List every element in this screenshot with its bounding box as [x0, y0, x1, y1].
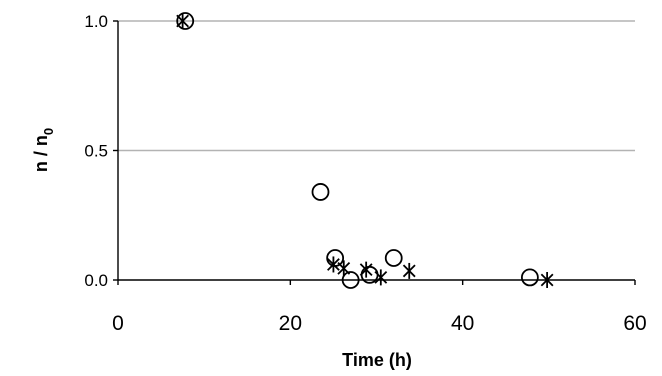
axes — [113, 20, 636, 285]
x-tick-label: 40 — [451, 312, 474, 335]
y-tick-label: 0.5 — [84, 142, 108, 161]
data-point-asterisk — [402, 262, 416, 279]
data-point-circle — [176, 12, 195, 30]
x-tick-label: 0 — [112, 312, 124, 335]
y-axis-title: n / n0 — [31, 128, 56, 172]
x-tick-label: 20 — [279, 312, 302, 335]
y-axis-title-subscript: 0 — [41, 128, 56, 135]
y-tick-label: 0.0 — [84, 271, 108, 290]
x-tick-label: 60 — [623, 312, 646, 335]
y-axis-title-main: n / n — [31, 135, 51, 172]
y-tick-label: 1.0 — [84, 12, 108, 31]
data-points — [176, 12, 554, 289]
data-point-asterisk — [359, 261, 373, 278]
data-point-circle — [311, 183, 330, 201]
data-point-asterisk — [327, 256, 340, 273]
gridlines — [118, 20, 635, 152]
data-point-asterisk — [176, 13, 190, 29]
data-point-circle — [520, 268, 539, 287]
x-axis-title: Time (h) — [342, 350, 412, 370]
data-point-asterisk — [337, 260, 351, 277]
tick-labels: 0.0 0.5 1.0 0 20 40 60 — [84, 12, 646, 335]
data-point-circle — [384, 249, 403, 267]
data-point-asterisk — [374, 269, 388, 286]
data-point-circle — [341, 271, 360, 289]
data-point-asterisk — [540, 272, 554, 288]
